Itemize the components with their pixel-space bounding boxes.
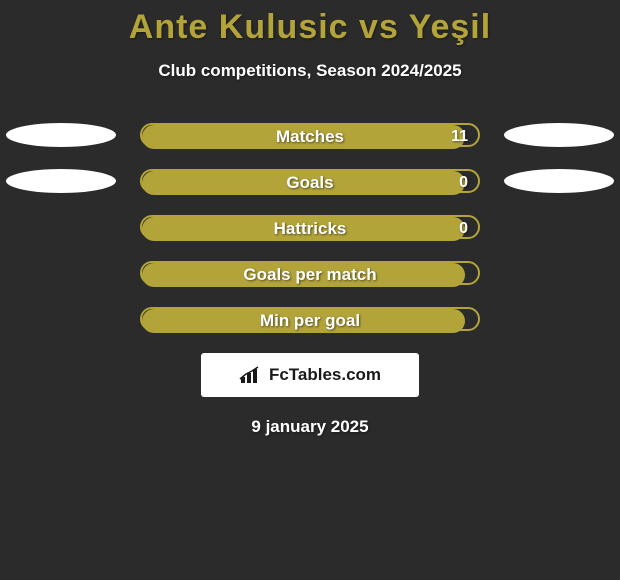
stat-bar-track: Matches11 — [140, 123, 480, 147]
player-right-marker — [504, 123, 614, 147]
player-right-marker — [504, 169, 614, 193]
stat-row: Hattricks0 — [0, 215, 620, 239]
stat-rows: Matches11Goals0Hattricks0Goals per match… — [0, 123, 620, 331]
stat-label: Goals per match — [142, 263, 478, 287]
subtitle: Club competitions, Season 2024/2025 — [0, 61, 620, 81]
stat-row: Min per goal — [0, 307, 620, 331]
date-text: 9 january 2025 — [0, 417, 620, 437]
player-left-marker — [6, 123, 116, 147]
player-left-marker — [6, 169, 116, 193]
stat-value-right: 0 — [459, 171, 468, 195]
stat-value-right: 0 — [459, 217, 468, 241]
stat-bar-track: Goals per match — [140, 261, 480, 285]
stat-value-right: 11 — [451, 125, 468, 149]
bar-chart-icon — [239, 365, 265, 385]
logo-text: FcTables.com — [269, 365, 381, 385]
stat-row: Goals per match — [0, 261, 620, 285]
logo-box: FcTables.com — [201, 353, 419, 397]
stat-bar-track: Min per goal — [140, 307, 480, 331]
stat-label: Hattricks — [142, 217, 478, 241]
stat-row: Goals0 — [0, 169, 620, 193]
stat-label: Min per goal — [142, 309, 478, 333]
page-title: Ante Kulusic vs Yeşil — [0, 0, 620, 47]
stat-bar-track: Hattricks0 — [140, 215, 480, 239]
stat-label: Matches — [142, 125, 478, 149]
infographic-container: Ante Kulusic vs Yeşil Club competitions,… — [0, 0, 620, 580]
stat-row: Matches11 — [0, 123, 620, 147]
stat-label: Goals — [142, 171, 478, 195]
stat-bar-track: Goals0 — [140, 169, 480, 193]
